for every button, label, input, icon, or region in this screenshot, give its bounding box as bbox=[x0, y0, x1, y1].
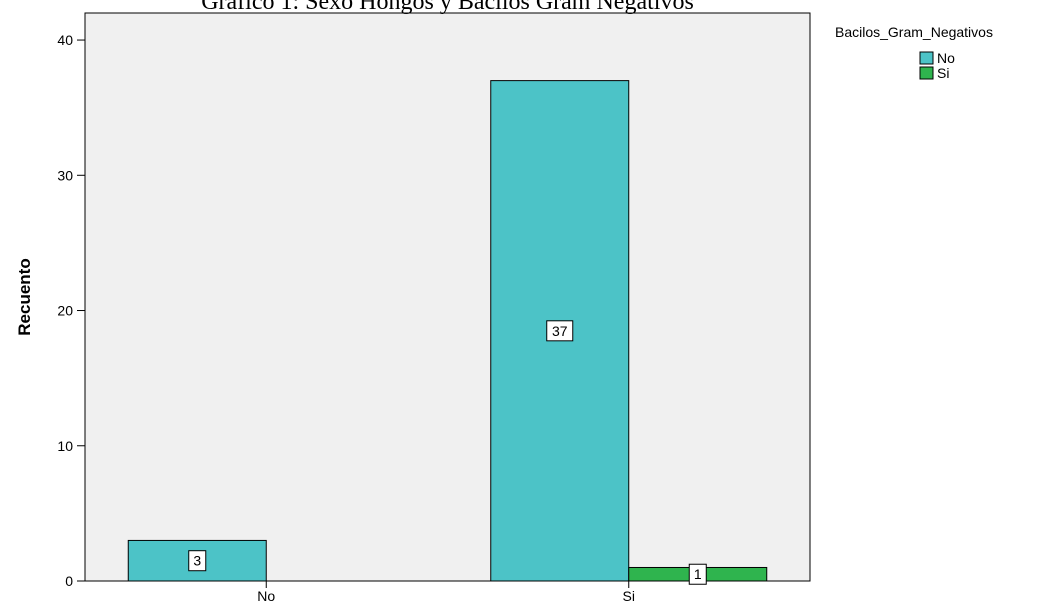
legend-swatch bbox=[919, 66, 934, 80]
y-tick-label: 40 bbox=[57, 32, 73, 48]
y-axis: 0 10 20 30 40 bbox=[57, 32, 85, 589]
x-axis: No Si bbox=[257, 581, 635, 604]
legend-swatch bbox=[919, 51, 934, 65]
data-label: 37 bbox=[552, 323, 568, 339]
legend-title: Bacilos_Gram_Negativos bbox=[835, 24, 993, 40]
data-labels: 3 37 1 bbox=[188, 320, 707, 585]
data-label-box bbox=[688, 563, 707, 585]
data-label: 1 bbox=[694, 566, 702, 582]
y-tick-label: 10 bbox=[57, 438, 73, 454]
y-tick-label: 0 bbox=[65, 573, 73, 589]
legend-label: No bbox=[937, 50, 955, 66]
x-tick-label: Si bbox=[623, 588, 635, 604]
data-label-box bbox=[188, 550, 207, 572]
legend-label: Si bbox=[937, 65, 949, 81]
data-label-box bbox=[546, 320, 574, 342]
y-axis-label: Recuento bbox=[15, 258, 34, 335]
x-tick-label: No bbox=[257, 588, 275, 604]
y-tick-label: 30 bbox=[57, 167, 73, 183]
y-tick-label: 20 bbox=[57, 303, 73, 319]
chart-title: Gráfico 1: Sexo Hongos y Bacilos Gram Ne… bbox=[201, 0, 694, 15]
plot-area bbox=[84, 12, 811, 582]
data-label: 3 bbox=[193, 553, 201, 569]
